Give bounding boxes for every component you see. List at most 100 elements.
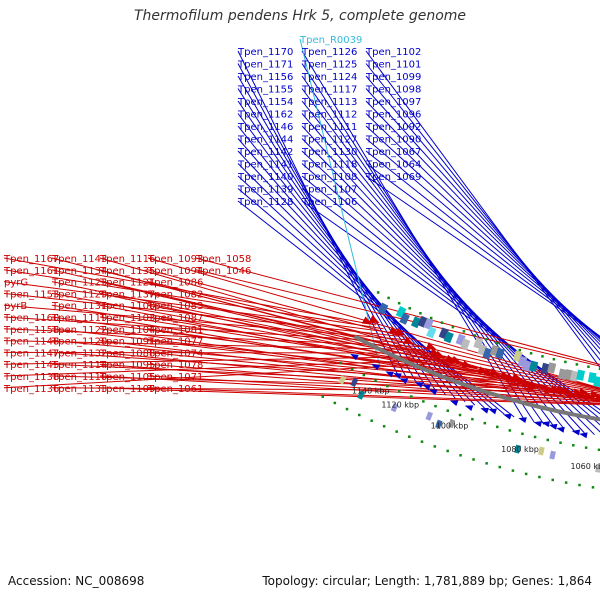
leader-line bbox=[147, 304, 600, 391]
gene-label: Tpen_1077 bbox=[147, 337, 203, 348]
gene-label: Tpen_1118 bbox=[301, 160, 357, 171]
kbp-tick-label: 1140 kbp bbox=[352, 386, 390, 395]
gene-label: Tpen_1131 bbox=[51, 301, 107, 312]
gene-category-block bbox=[357, 390, 366, 400]
ring-dot bbox=[358, 413, 361, 417]
forward-gene-arrow bbox=[556, 426, 565, 433]
gene-category-block bbox=[399, 312, 410, 325]
genome-backbone bbox=[353, 334, 600, 422]
leader-line bbox=[301, 113, 575, 432]
gene-label: pyrB bbox=[4, 301, 27, 312]
gene-label: Tpen_1161 bbox=[3, 266, 59, 277]
gene-label: Tpen_1102 bbox=[365, 47, 421, 58]
ring-dot bbox=[587, 365, 590, 368]
gene-category-block bbox=[338, 375, 347, 385]
gene-features bbox=[338, 302, 600, 473]
gene-label: Tpen_1069 bbox=[365, 172, 421, 183]
gene-label: Tpen_1148 bbox=[3, 337, 59, 348]
ring-dot bbox=[533, 435, 537, 439]
leader-line bbox=[147, 375, 600, 402]
gene-label: Tpen_1137 bbox=[99, 289, 155, 300]
leader-line bbox=[51, 292, 494, 374]
ring-dot bbox=[370, 419, 373, 422]
gene-labels: Tpen_1170Tpen_1171Tpen_1156Tpen_1155Tpen… bbox=[3, 35, 421, 395]
ring-dot bbox=[419, 312, 422, 315]
forward-gene-arrow bbox=[571, 429, 581, 436]
gene-label: Tpen_1046 bbox=[195, 266, 251, 277]
leader-line bbox=[51, 340, 526, 384]
gene-label: Tpen_1153 bbox=[3, 289, 59, 300]
kbp-tick-label: 1060 kbp bbox=[571, 462, 600, 471]
gene-category-block bbox=[390, 402, 399, 413]
gene-label: Tpen_1091 bbox=[99, 337, 155, 348]
leader-line bbox=[237, 88, 427, 388]
gene-label: Tpen_1098 bbox=[365, 85, 421, 96]
forward-gene-arrow bbox=[503, 413, 512, 420]
ring-dot bbox=[541, 355, 544, 358]
gene-label: Tpen_1123 bbox=[51, 278, 107, 289]
leader-line bbox=[365, 125, 600, 340]
ring-dot bbox=[451, 325, 455, 329]
gene-label: Tpen_1135 bbox=[99, 266, 155, 277]
gene-label: Tpen_1106 bbox=[301, 197, 357, 208]
leader-line bbox=[365, 150, 600, 338]
ring-dot bbox=[382, 425, 386, 428]
gene-label: Tpen_1109 bbox=[99, 384, 155, 395]
ring-dot bbox=[462, 330, 466, 333]
leader-line bbox=[365, 75, 600, 355]
gene-label: Tpen_1147 bbox=[3, 348, 59, 359]
forward-gene-arrow bbox=[371, 364, 380, 371]
forward-gene-arrow bbox=[541, 421, 550, 428]
leader-line bbox=[365, 138, 600, 339]
leader-line bbox=[3, 361, 462, 389]
leader-line bbox=[99, 351, 600, 402]
gene-label: Tpen_1105 bbox=[99, 372, 155, 383]
leader-line bbox=[301, 200, 600, 411]
gene-label: Tpen_1116 bbox=[99, 254, 155, 265]
gene-category-block bbox=[443, 331, 454, 344]
leader-line bbox=[365, 88, 600, 350]
ring-dot bbox=[564, 481, 568, 484]
reverse-gene-arrow bbox=[595, 393, 600, 402]
ring-dot bbox=[434, 404, 437, 408]
gene-category-block bbox=[395, 306, 407, 319]
ring-dot bbox=[508, 429, 512, 432]
reverse-gene-arrow bbox=[451, 355, 462, 364]
ring-dot bbox=[498, 465, 501, 469]
ring-dot bbox=[511, 469, 515, 472]
gene-category-block bbox=[350, 377, 359, 387]
leader-line bbox=[365, 163, 600, 337]
gene-category-block bbox=[528, 360, 539, 373]
ring-dot bbox=[362, 373, 366, 377]
gene-label: Tpen_1154 bbox=[237, 97, 293, 108]
leader-line bbox=[99, 340, 600, 401]
gene-label: Tpen_1093 bbox=[147, 254, 203, 265]
gene-category-block bbox=[538, 446, 545, 456]
gene-label: Tpen_1083 bbox=[147, 301, 203, 312]
ring-dot bbox=[440, 321, 444, 324]
reverse-gene-arrow bbox=[489, 368, 501, 376]
gene-label: Tpen_1156 bbox=[237, 72, 293, 83]
forward-gene-arrow bbox=[449, 400, 459, 406]
ring-dot bbox=[518, 348, 521, 352]
gene-label: pyrG bbox=[4, 278, 28, 289]
gene-category-block bbox=[547, 362, 557, 374]
gene-category-block bbox=[423, 317, 434, 330]
kbp-tick-label: 1120 kbp bbox=[381, 401, 419, 410]
gene-label: Tpen_1078 bbox=[147, 360, 203, 371]
gene-label: Tpen_1142 bbox=[237, 147, 293, 158]
leader-line bbox=[99, 304, 600, 400]
gene-label: Tpen_1094 bbox=[147, 266, 203, 277]
gene-category-block bbox=[514, 444, 522, 454]
gene-label: Tpen_1139 bbox=[237, 185, 293, 196]
gene-label: Tpen_1117 bbox=[301, 85, 357, 96]
leader-line bbox=[147, 328, 600, 394]
gene-label: Tpen_1101 bbox=[365, 60, 421, 71]
ring-dot bbox=[546, 438, 550, 442]
gene-label: Tpen_1087 bbox=[147, 313, 203, 324]
map-arcs bbox=[321, 291, 600, 489]
gene-label: Tpen_1100 bbox=[99, 301, 155, 312]
gene-category-block bbox=[417, 315, 429, 328]
leader-line bbox=[301, 100, 565, 430]
